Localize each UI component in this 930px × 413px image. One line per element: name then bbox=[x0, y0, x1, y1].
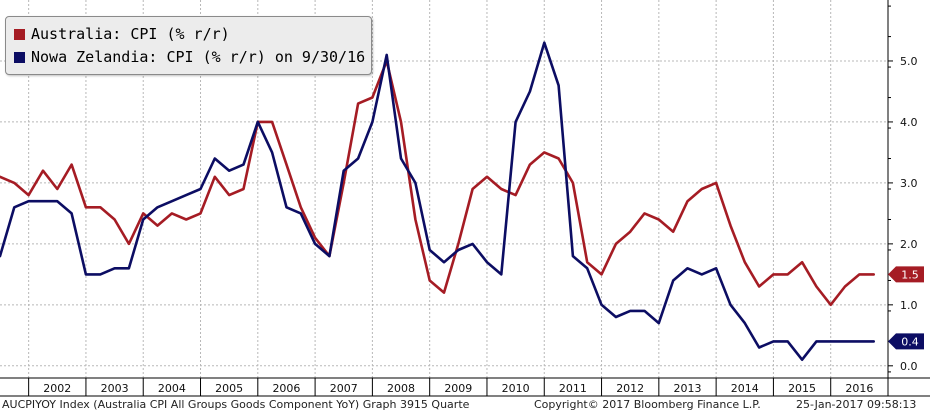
y-tick-label: 5.0 bbox=[900, 55, 918, 68]
legend-entry-australia: Australia: CPI (% r/r) bbox=[14, 23, 230, 45]
series-australia-line bbox=[0, 59, 876, 307]
legend-entry-new-zealand: Nowa Zelandia: CPI (% r/r) on 9/30/16 bbox=[14, 46, 365, 68]
legend-label-new-zealand: Nowa Zelandia: CPI (% r/r) on 9/30/16 bbox=[31, 48, 366, 66]
series-new-zealand-line bbox=[0, 41, 876, 362]
last-value-tags: 1.5 0.4 bbox=[888, 266, 924, 350]
x-axis-tick-labels: 2002 2003 2004 2005 2006 2007 2008 2009 2010 2011… bbox=[43, 382, 873, 395]
y-axis-tick-labels: 0.0 1.0 2.0 3.0 4.0 5.0 bbox=[900, 55, 918, 373]
legend: Australia: CPI (% r/r) Nowa Zelandia: CP… bbox=[5, 16, 372, 75]
x-tick-label: 2016 bbox=[845, 382, 873, 395]
footer: AUCPIYOY Index (Australia CPI All Groups… bbox=[0, 396, 930, 413]
x-tick-label: 2003 bbox=[101, 382, 129, 395]
tag-shape bbox=[888, 333, 924, 350]
x-tick-label: 2014 bbox=[731, 382, 759, 395]
series-lines bbox=[0, 41, 876, 362]
series-australia-last-value-tag: 1.5 bbox=[888, 266, 924, 283]
y-tick-label: 0.0 bbox=[900, 360, 918, 373]
footer-index-text: AUCPIYOY Index (Australia CPI All Groups… bbox=[2, 398, 470, 411]
footer-copyright: Copyright© 2017 Bloomberg Finance L.P. bbox=[534, 398, 761, 411]
x-tick-label: 2007 bbox=[330, 382, 358, 395]
y-tick-label: 4.0 bbox=[900, 116, 918, 129]
tag-shape bbox=[888, 266, 924, 283]
y-tick-label: 2.0 bbox=[900, 238, 918, 251]
x-tick-label: 2015 bbox=[788, 382, 816, 395]
x-tick-label: 2006 bbox=[272, 382, 300, 395]
x-tick-label: 2008 bbox=[387, 382, 415, 395]
series-new-zealand-last-value-tag: 0.4 bbox=[888, 333, 924, 350]
x-tick-label: 2002 bbox=[43, 382, 71, 395]
tag-label: 0.4 bbox=[901, 335, 919, 348]
x-tick-label: 2011 bbox=[559, 382, 587, 395]
x-tick-label: 2009 bbox=[444, 382, 472, 395]
x-tick-label: 2005 bbox=[215, 382, 243, 395]
legend-swatch-australia bbox=[14, 28, 25, 40]
x-tick-label: 2012 bbox=[616, 382, 644, 395]
y-tick-label: 1.0 bbox=[900, 299, 918, 312]
tag-label: 1.5 bbox=[901, 268, 919, 281]
x-tick-label: 2010 bbox=[502, 382, 530, 395]
legend-label-australia: Australia: CPI (% r/r) bbox=[31, 25, 230, 43]
x-tick-label: 2013 bbox=[673, 382, 701, 395]
axes bbox=[0, 0, 930, 397]
y-tick-label: 3.0 bbox=[900, 177, 918, 190]
x-tick-label: 2004 bbox=[158, 382, 186, 395]
footer-timestamp: 25-Jan-2017 09:58:13 bbox=[796, 398, 917, 411]
legend-swatch-new-zealand bbox=[14, 51, 25, 63]
